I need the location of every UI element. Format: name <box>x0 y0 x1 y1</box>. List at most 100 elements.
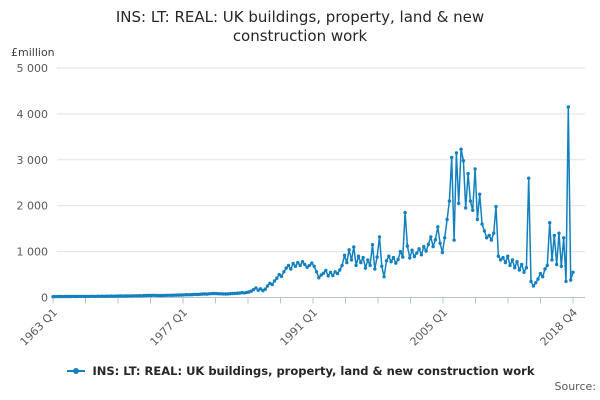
x-tick-label: 1977 Q1 <box>148 306 191 349</box>
data-point <box>60 294 64 299</box>
data-point <box>487 233 491 238</box>
data-point <box>401 255 405 259</box>
data-point <box>272 279 277 283</box>
data-point <box>492 231 496 235</box>
data-point <box>363 266 368 270</box>
data-point <box>342 253 347 257</box>
y-axis-unit-label: £million <box>11 46 55 59</box>
data-point <box>298 263 302 268</box>
data-point <box>436 225 440 229</box>
data-point <box>438 241 442 245</box>
data-point <box>508 263 512 268</box>
data-point <box>186 293 190 297</box>
data-point <box>480 222 484 226</box>
data-point <box>452 238 456 242</box>
data-point <box>293 264 298 268</box>
data-point <box>552 233 556 238</box>
x-tick-label: 1963 Q1 <box>18 306 61 349</box>
data-point <box>440 250 445 255</box>
data-point <box>431 244 435 249</box>
data-point <box>391 255 396 260</box>
data-point <box>475 217 480 222</box>
data-point <box>394 261 398 265</box>
data-point <box>517 268 522 272</box>
data-point <box>527 176 531 180</box>
data-point <box>389 260 393 264</box>
data-point <box>384 259 389 263</box>
data-point <box>489 238 494 242</box>
data-point <box>104 294 109 298</box>
data-point <box>356 254 361 258</box>
y-tick-label: 5 000 <box>17 62 49 75</box>
data-point <box>499 258 503 262</box>
data-point <box>368 263 372 268</box>
x-tick-label: 2005 Q1 <box>408 306 451 349</box>
x-tick-label: 1991 Q1 <box>278 306 321 349</box>
data-point <box>333 270 337 274</box>
data-point <box>125 294 130 298</box>
y-tick-label: 3 000 <box>17 154 49 167</box>
data-point <box>193 292 197 297</box>
data-point <box>485 236 489 240</box>
data-point <box>548 221 552 225</box>
data-point <box>562 236 566 240</box>
data-point <box>319 273 323 277</box>
data-point <box>569 278 573 282</box>
data-point <box>564 279 568 284</box>
data-point <box>263 287 267 291</box>
data-point <box>471 208 475 212</box>
data-point <box>571 270 575 274</box>
data-point <box>375 255 379 259</box>
data-point <box>277 272 281 277</box>
data-point <box>296 260 300 265</box>
data-point <box>447 199 452 203</box>
data-point <box>555 262 559 267</box>
data-point <box>494 204 498 209</box>
data-point <box>53 294 57 299</box>
data-point <box>74 294 79 299</box>
data-point <box>510 258 515 262</box>
data-point <box>422 244 426 249</box>
data-point <box>506 254 510 258</box>
data-point <box>513 266 517 270</box>
data-point <box>214 291 218 296</box>
data-point <box>468 199 473 203</box>
data-point <box>83 294 88 299</box>
data-point <box>254 286 258 290</box>
data-point <box>221 292 225 296</box>
data-point <box>326 274 330 278</box>
data-point <box>566 105 570 109</box>
data-point <box>415 251 419 255</box>
data-point <box>529 279 533 284</box>
data-point <box>482 229 487 233</box>
data-point <box>170 293 174 297</box>
data-point <box>97 294 102 298</box>
data-point <box>270 282 274 287</box>
data-point <box>67 294 72 299</box>
y-tick-label: 0 <box>41 292 48 305</box>
data-point <box>524 266 529 270</box>
data-point <box>557 231 561 235</box>
data-point <box>258 287 263 291</box>
data-point <box>426 242 431 246</box>
data-point <box>338 268 342 272</box>
data-point <box>433 238 438 242</box>
data-point <box>412 254 417 259</box>
data-point <box>387 254 391 258</box>
data-point <box>340 263 344 268</box>
data-point <box>522 270 526 274</box>
data-point <box>450 155 454 160</box>
data-point <box>284 266 288 270</box>
data-point <box>366 258 370 262</box>
data-point <box>459 147 463 151</box>
data-point <box>324 268 328 273</box>
data-point <box>317 276 321 280</box>
data-point <box>429 235 433 239</box>
y-tick-label: 4 000 <box>17 108 49 121</box>
data-point <box>380 264 384 268</box>
data-point <box>279 274 284 279</box>
data-point <box>331 273 335 278</box>
data-point <box>501 255 505 260</box>
y-tick-label: 1 000 <box>17 246 49 259</box>
data-point <box>265 284 270 288</box>
